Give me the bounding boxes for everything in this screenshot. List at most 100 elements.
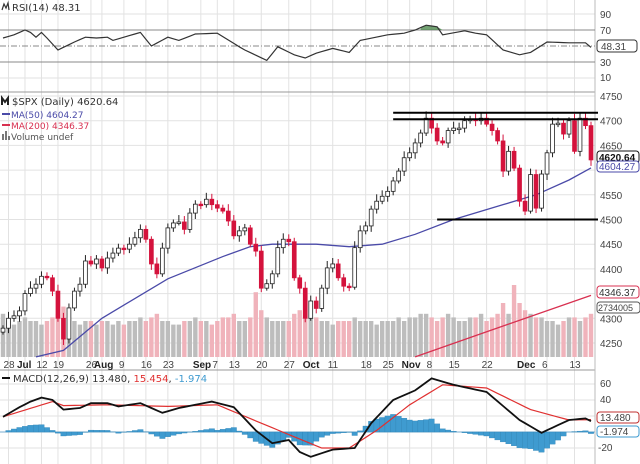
candle-body — [160, 247, 165, 275]
candle-body — [302, 287, 308, 319]
volume-bar — [385, 321, 390, 357]
x-tick-label: 19 — [53, 360, 65, 371]
macd-histogram-bar — [351, 431, 358, 436]
candle-body — [0, 327, 6, 333]
volume-bar — [297, 310, 302, 357]
macd-histogram-bar — [417, 420, 424, 433]
volume-bar — [242, 321, 247, 357]
candle-body — [511, 150, 517, 169]
candle-body — [330, 263, 336, 269]
candle-body — [55, 290, 61, 319]
macd-histogram-bar — [60, 431, 67, 437]
candle-body — [187, 212, 193, 230]
volume-bar — [215, 321, 220, 357]
macd-histogram-bar — [5, 430, 12, 433]
volume-bar — [440, 317, 445, 357]
volume-bar — [451, 317, 456, 357]
volume-bar — [357, 321, 363, 357]
volume-bar — [533, 317, 539, 357]
candle-body — [253, 243, 259, 252]
volume-bar — [418, 313, 423, 357]
volume-bars — [0, 285, 594, 357]
macd-histogram-bar — [560, 431, 567, 437]
volume-bar — [11, 324, 17, 357]
volume-bar — [412, 317, 418, 357]
volume-bar — [484, 321, 489, 357]
macd-histogram-bar — [175, 431, 182, 435]
volume-bar — [28, 321, 33, 357]
candle-body — [308, 300, 314, 319]
candle-body — [66, 307, 72, 340]
candle-body — [401, 157, 407, 172]
rsi-indicator-icon — [1, 0, 10, 11]
volume-bar — [347, 321, 352, 357]
macd-histogram-bar — [428, 418, 435, 433]
hist-tag-label: -1.974 — [600, 427, 629, 438]
candle-body — [368, 208, 374, 227]
candle-body — [517, 167, 522, 202]
macd-histogram-bar — [544, 431, 550, 449]
x-tick-label: 11 — [328, 360, 339, 371]
volume-bar — [105, 321, 110, 357]
volume-bar — [198, 321, 204, 357]
candle-body — [99, 258, 105, 269]
candle-body — [528, 174, 533, 212]
macd-tick: -20 — [598, 443, 613, 454]
candle-body — [577, 117, 583, 152]
volume-bar — [253, 292, 258, 357]
volume-bar — [500, 303, 506, 357]
candle-body — [440, 140, 445, 144]
candle-body — [176, 221, 182, 224]
candle-body — [204, 198, 209, 206]
x-tick-label: 25 — [383, 360, 395, 371]
candle-body — [143, 228, 149, 240]
volume-bar — [286, 321, 291, 357]
macd-histogram-bar — [93, 430, 100, 433]
candle-body — [83, 260, 88, 285]
volume-bar — [0, 313, 6, 357]
volume-bar — [566, 317, 572, 357]
x-tick-label: 16 — [141, 360, 153, 371]
volume-bar — [154, 313, 160, 357]
volume-bar — [72, 321, 77, 357]
rsi-legend-value: 48.31 — [52, 3, 81, 14]
candle-body — [138, 228, 143, 239]
volume-bar — [473, 317, 478, 357]
candle-body — [357, 230, 363, 249]
macd-histogram-bar — [434, 423, 441, 433]
ma50-tag — [596, 160, 640, 173]
volume-bar — [434, 321, 440, 357]
x-tick-label: Nov — [402, 360, 421, 371]
volume-bar — [55, 313, 61, 357]
macd-histogram-bar — [159, 431, 166, 439]
candle-body — [539, 173, 544, 209]
volume-bar — [352, 317, 357, 357]
candle-body — [182, 221, 187, 230]
candle-body — [22, 293, 28, 312]
volume-bar — [6, 321, 11, 357]
candle-body — [193, 203, 198, 214]
volume-bar — [396, 317, 401, 357]
macd-histogram-bar — [236, 430, 243, 433]
x-tick-label: 23 — [163, 360, 175, 371]
macd-histogram-bar — [153, 431, 160, 437]
candle-body — [506, 150, 511, 172]
macd-panel — [0, 377, 595, 458]
volume-bar — [390, 321, 396, 357]
svg-text:$SPX (Daily) 4620.64: $SPX (Daily) 4620.64 — [12, 97, 118, 108]
volume-bar — [429, 317, 434, 357]
macd-histogram-bar — [483, 431, 490, 437]
candle-body — [220, 207, 226, 212]
candle-body — [522, 200, 528, 212]
macd-histogram-bar — [445, 429, 452, 433]
macd-hist-value: -1.974 — [175, 374, 207, 385]
candle-body — [396, 170, 401, 182]
volume-bar — [374, 324, 379, 357]
macd-histogram-bar — [582, 430, 589, 433]
candle-body — [116, 247, 121, 254]
candle-body — [544, 152, 550, 175]
volume-bar — [77, 324, 83, 357]
candle-body — [412, 142, 418, 154]
macd-histogram-bar — [77, 431, 83, 435]
candle-body — [280, 238, 286, 249]
